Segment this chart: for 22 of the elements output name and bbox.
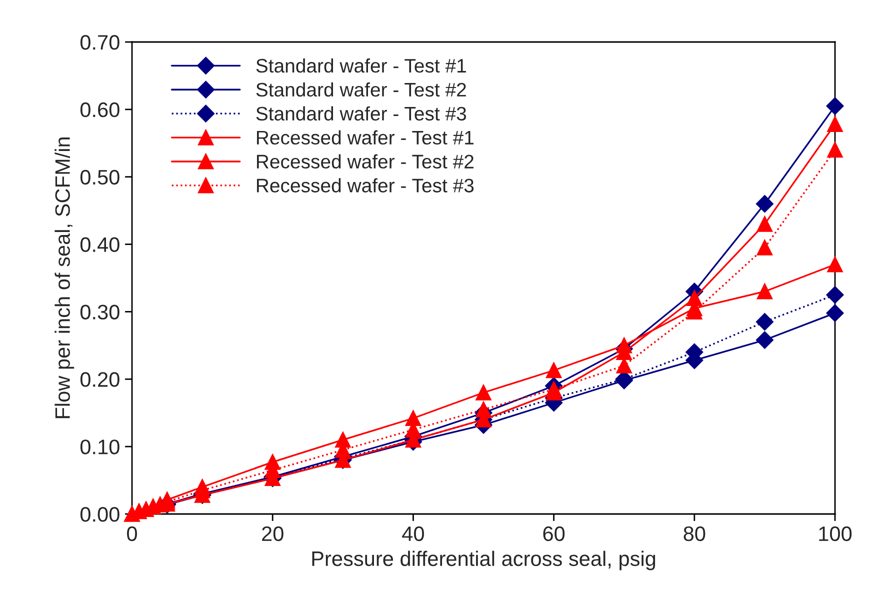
legend-label: Recessed wafer - Test #3: [256, 178, 474, 192]
legend-label: Standard wafer - Test #1: [256, 58, 466, 73]
y-axis-title: Flow per inch of seal, SCFM/in: [54, 138, 74, 418]
legend-label: Recessed wafer - Test #2: [256, 154, 474, 169]
y-tick-label: 0.20: [80, 372, 120, 387]
y-tick-label: 0.30: [80, 304, 120, 320]
legend-label: Recessed wafer - Test #1: [256, 130, 474, 145]
x-axis-title: Pressure differential across seal, psig: [312, 550, 656, 570]
x-tick-label: 100: [819, 526, 852, 542]
x-tick-label: 0: [127, 526, 137, 542]
x-tick-label: 60: [543, 526, 565, 542]
x-tick-label: 20: [262, 526, 284, 542]
legend-label: Standard wafer - Test #2: [256, 82, 466, 97]
y-tick-label: 0.40: [80, 237, 120, 252]
y-tick-label: 0.10: [80, 440, 120, 454]
x-tick-label: 80: [684, 526, 706, 542]
x-tick-label: 40: [402, 526, 424, 542]
y-tick-label: 0.50: [80, 170, 120, 185]
legend-label: Standard wafer - Test #3: [256, 106, 466, 121]
y-tick-label: 0.00: [80, 507, 120, 522]
y-tick-label: 0.70: [80, 35, 120, 50]
y-tick-label: 0.60: [80, 102, 120, 118]
